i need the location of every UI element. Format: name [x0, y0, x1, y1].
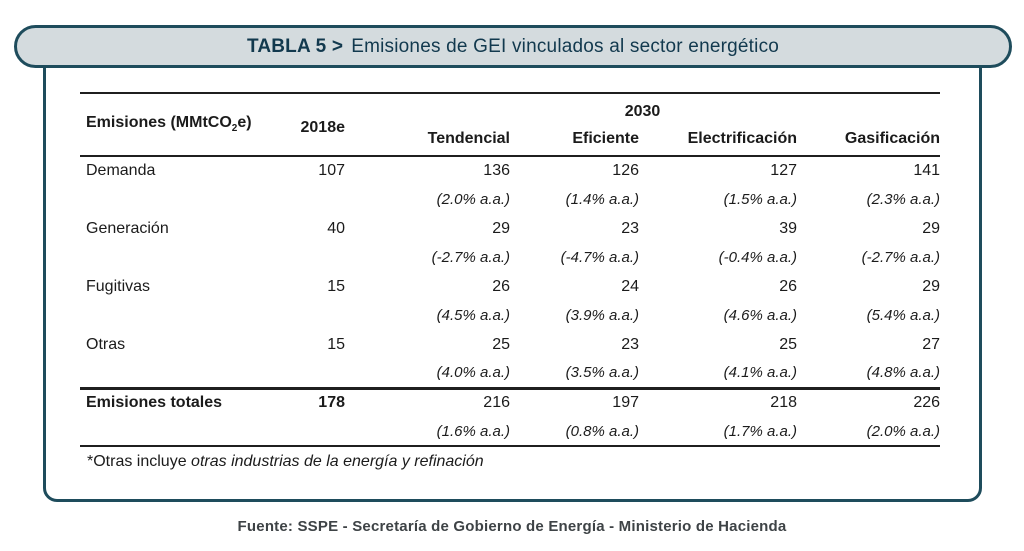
cell-growth-rate: (2.3% a.a.)	[866, 191, 941, 208]
cell-growth-rate: (4.0% a.a.)	[436, 364, 510, 382]
cell-growth-rate: (3.5% a.a.)	[565, 364, 639, 382]
cell-value: 226	[797, 386, 941, 417]
row-label: Otras	[86, 335, 126, 353]
cell-value: 40	[327, 219, 345, 237]
cell-growth-rate: (1.4% a.a.)	[565, 191, 639, 208]
row-label: Demanda	[86, 162, 156, 179]
table-row-growth: (2.0% a.a.) (1.4% a.a.) (1.5% a.a.) (2.3…	[80, 185, 940, 214]
row-label: Fugitivas	[86, 277, 151, 295]
cell-value: 15	[327, 335, 345, 353]
header-row-years: Emisiones (MMtCO2e) 2018e 2030	[80, 93, 940, 157]
cell-value: 23	[621, 335, 639, 353]
table-row-growth: (4.5% a.a.) (3.9% a.a.) (4.6% a.a.) (5.4…	[80, 301, 940, 330]
cell-growth-rate: (2.0% a.a.)	[436, 191, 510, 208]
cell-growth-rate: (2.0% a.a.)	[797, 417, 941, 447]
table-row-totals-growth: (1.6% a.a.) (0.8% a.a.) (1.7% a.a.) (2.0…	[80, 417, 941, 447]
table-row: Generación 40 29 23 39 29	[80, 214, 940, 243]
column-header-2030: 2030	[624, 102, 661, 120]
cell-value: 23	[621, 219, 639, 237]
cell-value: 107	[318, 162, 345, 179]
cell-value: 127	[770, 162, 797, 179]
cell-growth-rate: (0.8% a.a.)	[510, 417, 639, 447]
cell-growth-rate: (4.8% a.a.)	[866, 364, 941, 382]
cell-value: 216	[345, 386, 510, 417]
cell-value: 25	[779, 335, 797, 353]
cell-growth-rate: (4.6% a.a.)	[723, 307, 797, 324]
footnote-italic-text: otras industrias de la energía y refinac…	[191, 453, 484, 470]
cell-value: 29	[922, 219, 941, 237]
cell-value: 26	[779, 277, 797, 295]
column-header-2018e: 2018e	[280, 93, 345, 157]
table-footnote: *Otras incluye otras industrias de la en…	[87, 453, 484, 471]
cell-value: 218	[639, 386, 797, 417]
cell-growth-rate: (4.1% a.a.)	[723, 364, 797, 382]
column-header-gasificacion: Gasificación	[797, 123, 941, 157]
row-label-totals: Emisiones totales	[80, 386, 280, 417]
table-row-totals: Emisiones totales 178 216 197 218 226	[80, 386, 941, 417]
cell-value: 197	[510, 386, 639, 417]
table-row-growth: (4.0% a.a.) (3.5% a.a.) (4.1% a.a.) (4.8…	[80, 359, 940, 388]
row-label: Generación	[86, 219, 169, 237]
column-header-eficiente: Eficiente	[510, 123, 639, 157]
source-attribution: Fuente: SSPE - Secretaría de Gobierno de…	[237, 518, 787, 535]
emissions-table: Emisiones (MMtCO2e) 2018e 2030 Tendencia…	[80, 92, 941, 447]
cell-growth-rate: (5.4% a.a.)	[866, 307, 941, 324]
cell-value: 25	[492, 335, 510, 353]
cell-growth-rate: (1.5% a.a.)	[723, 191, 797, 208]
table-row: Demanda 107 136 126 127 141	[80, 156, 940, 185]
table-row: Otras 15 25 23 25 27	[80, 330, 940, 359]
header-row-scenarios: Tendencial Eficiente Electrificación Gas…	[80, 123, 941, 157]
cell-value: 126	[612, 162, 639, 179]
cell-value: 141	[913, 162, 941, 179]
cell-value: 15	[327, 277, 345, 295]
cell-value: 39	[779, 219, 797, 237]
cell-growth-rate: (-0.4% a.a.)	[718, 249, 797, 266]
cell-growth-rate: (-4.7% a.a.)	[560, 249, 639, 266]
table-row: Fugitivas 15 26 24 26 29	[80, 272, 940, 301]
table-title-tag: TABLA 5 >	[246, 35, 344, 57]
column-header-emissions-unit: Emisiones (MMtCO2e)	[80, 93, 280, 157]
cell-growth-rate: (-2.7% a.a.)	[861, 249, 941, 266]
footnote-normal-text: *Otras incluye	[87, 453, 192, 470]
cell-value: 26	[492, 277, 510, 295]
cell-value: 178	[280, 386, 345, 417]
cell-value: 24	[621, 277, 639, 295]
cell-growth-rate: (1.6% a.a.)	[345, 417, 510, 447]
table-title-text: Emisiones de GEI vinculados al sector en…	[351, 35, 780, 57]
table-frame: Emisiones (MMtCO2e) 2018e 2030 Tendencia…	[43, 46, 982, 502]
cell-growth-rate: (4.5% a.a.)	[436, 307, 510, 324]
cell-value: 27	[922, 335, 941, 353]
cell-value: 29	[922, 277, 941, 295]
cell-growth-rate: (3.9% a.a.)	[565, 307, 639, 324]
table-row-growth: (-2.7% a.a.) (-4.7% a.a.) (-0.4% a.a.) (…	[80, 243, 940, 272]
cell-growth-rate: (-2.7% a.a.)	[431, 249, 510, 266]
cell-growth-rate: (1.7% a.a.)	[639, 417, 797, 447]
column-header-electrificacion: Electrificación	[639, 123, 797, 157]
cell-value: 136	[483, 162, 510, 179]
table-title-banner: TABLA 5 > Emisiones de GEI vinculados al…	[14, 25, 1012, 68]
cell-value: 29	[492, 219, 510, 237]
column-header-tendencial: Tendencial	[345, 123, 510, 157]
